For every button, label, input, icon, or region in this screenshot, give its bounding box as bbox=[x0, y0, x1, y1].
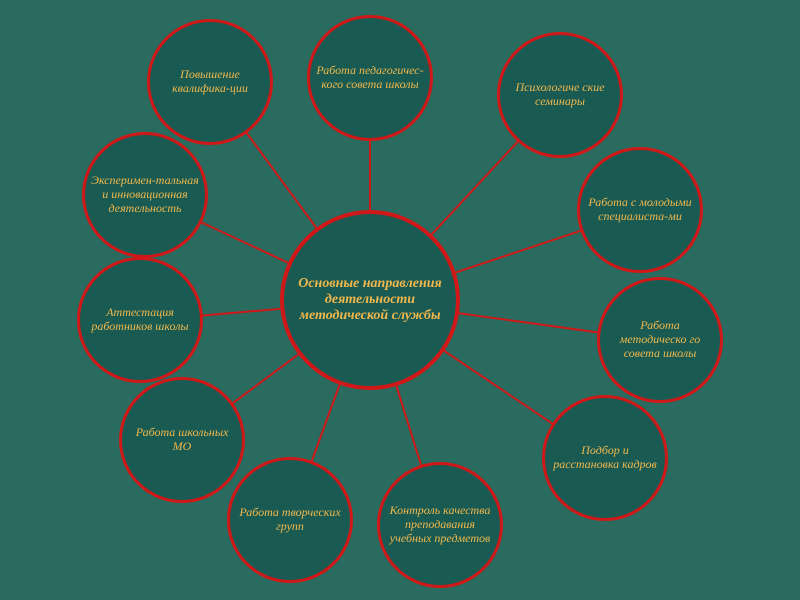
satellite-node: Работа творческих групп bbox=[227, 457, 353, 583]
satellite-node: Работа методическо го совета школы bbox=[597, 277, 723, 403]
satellite-node: Работа с молодыми специалиста-ми bbox=[577, 147, 703, 273]
satellite-label: Контроль качества преподавания учебных п… bbox=[380, 498, 500, 551]
center-node: Основные направления деятельности методи… bbox=[280, 210, 460, 390]
satellite-node: Работа педагогичес-кого совета школы bbox=[307, 15, 433, 141]
satellite-label: Аттестация работников школы bbox=[80, 300, 200, 340]
satellite-node: Подбор и расстановка кадров bbox=[542, 395, 668, 521]
center-label: Основные направления деятельности методи… bbox=[284, 270, 456, 330]
satellite-node: Контроль качества преподавания учебных п… bbox=[377, 462, 503, 588]
satellite-label: Работа творческих групп bbox=[230, 500, 350, 540]
satellite-node: Психологиче ские семинары bbox=[497, 32, 623, 158]
satellite-node: Повышение квалифика-ции bbox=[147, 19, 273, 145]
satellite-label: Подбор и расстановка кадров bbox=[545, 438, 665, 478]
satellite-node: Работа школьных МО bbox=[119, 377, 245, 503]
satellite-node: Аттестация работников школы bbox=[77, 257, 203, 383]
satellite-label: Эксперимен-тальная и инновационная деяте… bbox=[85, 168, 205, 221]
satellite-label: Работа с молодыми специалиста-ми bbox=[580, 190, 700, 230]
satellite-node: Эксперимен-тальная и инновационная деяте… bbox=[82, 132, 208, 258]
satellite-label: Работа методическо го совета школы bbox=[600, 313, 720, 366]
satellite-label: Работа педагогичес-кого совета школы bbox=[310, 58, 430, 98]
satellite-label: Повышение квалифика-ции bbox=[150, 62, 270, 102]
satellite-label: Психологиче ские семинары bbox=[500, 75, 620, 115]
satellite-label: Работа школьных МО bbox=[122, 420, 242, 460]
